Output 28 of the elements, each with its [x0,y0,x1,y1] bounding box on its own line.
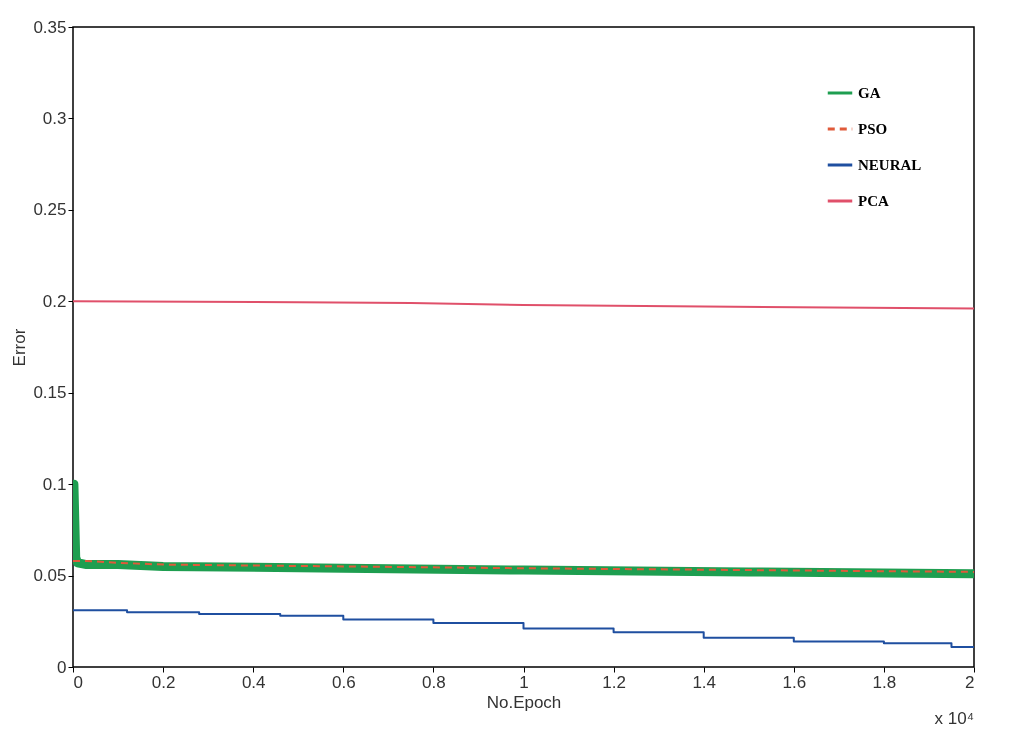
legend-label: GA [858,85,881,101]
y-tick-label: 0.05 [33,566,67,586]
line-series [73,300,974,310]
x-tick-label: 1.6 [782,672,807,692]
x-tick-label: 0.8 [422,672,446,692]
x-tick-label: 1.2 [602,672,626,692]
text: x 10⁴ [934,709,974,728]
x-tick-label: 1.8 [872,672,897,692]
y-tick-label: 0.25 [33,200,67,220]
y-tick-label: 0.15 [33,383,67,403]
y-tick-label: 0.2 [42,291,67,311]
x-tick-label: 0 [73,672,83,692]
legend-label: NEURAL [858,157,922,173]
x-tick-label: 0.4 [241,672,266,692]
x-tick-label: 1.4 [692,672,717,692]
x-tick-label: 1 [519,672,529,692]
y-tick-label: 0.3 [42,108,67,128]
x-tick-label: 0.2 [151,672,176,692]
y-axis-title: Error [10,328,30,367]
y-tick-label: 0.35 [33,17,67,37]
y-tick-label: 0 [57,657,67,677]
x-tick-label: 0.6 [331,672,356,692]
y-tick-label: 0.1 [42,474,67,494]
x-axis-title: No.Epoch [486,692,562,712]
legend-label: PCA [858,193,889,209]
x-tick-label: 2 [965,672,975,692]
line-series [73,559,974,573]
legend-label: PSO [858,121,888,137]
